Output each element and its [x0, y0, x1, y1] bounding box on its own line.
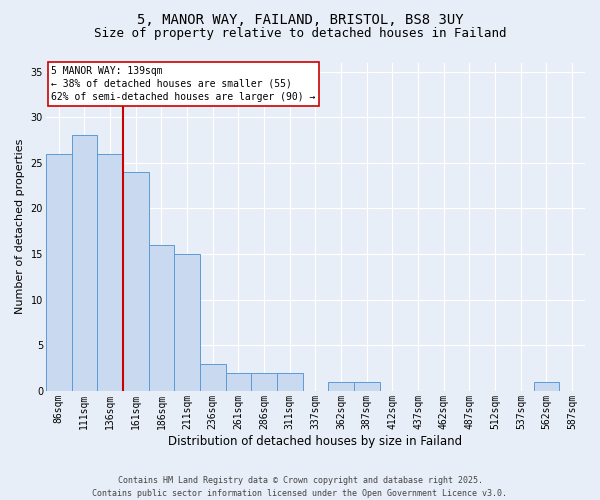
Bar — [251, 372, 277, 391]
Bar — [149, 245, 174, 391]
Bar — [354, 382, 380, 391]
Bar — [533, 382, 559, 391]
Bar — [71, 136, 97, 391]
Bar — [97, 154, 123, 391]
Bar — [123, 172, 149, 391]
Text: 5 MANOR WAY: 139sqm
← 38% of detached houses are smaller (55)
62% of semi-detach: 5 MANOR WAY: 139sqm ← 38% of detached ho… — [51, 66, 316, 102]
Text: Size of property relative to detached houses in Failand: Size of property relative to detached ho… — [94, 28, 506, 40]
Bar — [328, 382, 354, 391]
Bar — [277, 372, 302, 391]
Text: Contains HM Land Registry data © Crown copyright and database right 2025.
Contai: Contains HM Land Registry data © Crown c… — [92, 476, 508, 498]
Y-axis label: Number of detached properties: Number of detached properties — [15, 139, 25, 314]
Text: 5, MANOR WAY, FAILAND, BRISTOL, BS8 3UY: 5, MANOR WAY, FAILAND, BRISTOL, BS8 3UY — [137, 12, 463, 26]
Bar — [46, 154, 71, 391]
Bar — [226, 372, 251, 391]
Bar — [200, 364, 226, 391]
Bar — [174, 254, 200, 391]
X-axis label: Distribution of detached houses by size in Failand: Distribution of detached houses by size … — [169, 434, 463, 448]
